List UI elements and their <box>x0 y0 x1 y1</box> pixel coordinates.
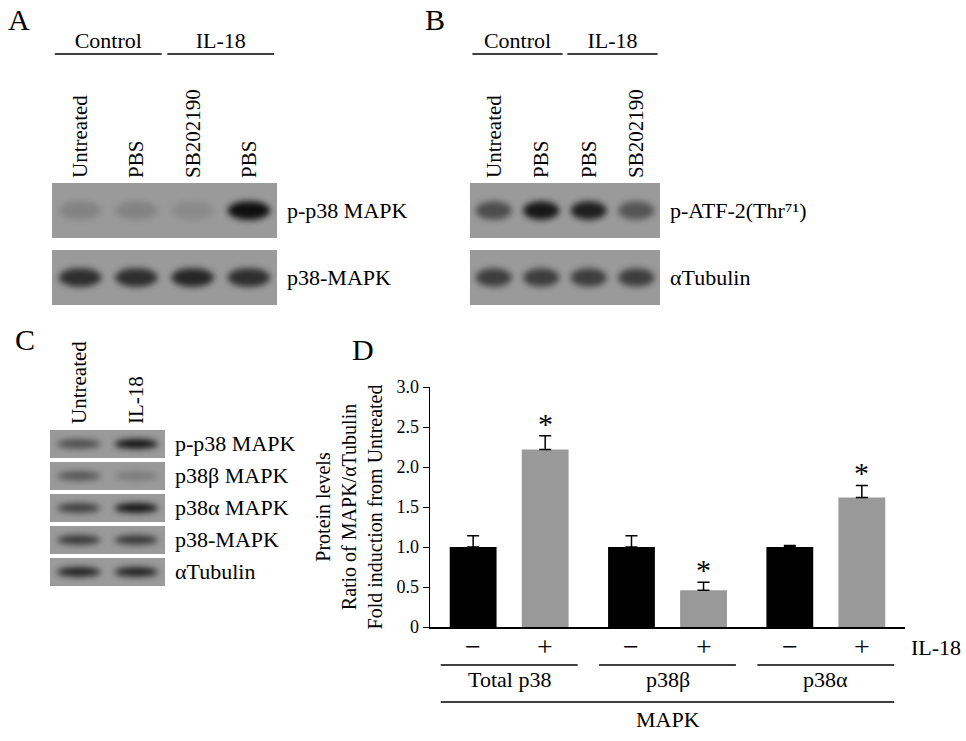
svg-text:−: − <box>782 631 798 662</box>
svg-text:+: + <box>537 631 553 662</box>
svg-text:1.5: 1.5 <box>396 497 419 517</box>
svg-text:Control: Control <box>75 28 142 53</box>
svg-text:p38α: p38α <box>803 667 848 692</box>
svg-text:Control: Control <box>484 28 551 53</box>
svg-text:*: * <box>854 456 869 489</box>
svg-text:PBS: PBS <box>124 141 148 178</box>
svg-text:C: C <box>15 323 35 356</box>
svg-text:−: − <box>623 631 639 662</box>
svg-text:0: 0 <box>410 617 419 637</box>
svg-text:0.5: 0.5 <box>396 577 419 597</box>
svg-text:Untreated: Untreated <box>67 341 91 424</box>
svg-text:IL-18: IL-18 <box>911 635 961 660</box>
svg-text:MAPK: MAPK <box>636 707 700 732</box>
svg-text:Total p38: Total p38 <box>468 667 551 692</box>
svg-text:p38α MAPK: p38α MAPK <box>175 495 289 520</box>
svg-text:−: − <box>465 631 481 662</box>
svg-text:2.0: 2.0 <box>396 457 419 477</box>
svg-text:p38-MAPK: p38-MAPK <box>287 265 391 290</box>
svg-text:Untreated: Untreated <box>68 95 92 178</box>
svg-text:p38β MAPK: p38β MAPK <box>175 463 288 488</box>
svg-text:αTubulin: αTubulin <box>670 265 750 290</box>
svg-text:SB202190: SB202190 <box>181 89 205 178</box>
svg-text:+: + <box>696 631 712 662</box>
svg-text:IL-18: IL-18 <box>587 28 637 53</box>
svg-text:p38-MAPK: p38-MAPK <box>175 527 279 552</box>
svg-text:*: * <box>696 553 711 586</box>
svg-text:SB202190: SB202190 <box>624 89 648 178</box>
svg-text:PBS: PBS <box>529 141 553 178</box>
svg-text:PBS: PBS <box>577 141 601 178</box>
svg-text:A: A <box>8 3 30 36</box>
svg-text:IL-18: IL-18 <box>196 28 246 53</box>
svg-text:αTubulin: αTubulin <box>175 559 255 584</box>
svg-text:Protein levelsRatio of MAPK/αT: Protein levelsRatio of MAPK/αTubulinFold… <box>312 385 386 630</box>
svg-text:*: * <box>538 407 553 440</box>
svg-text:D: D <box>352 333 374 366</box>
svg-text:p-p38 MAPK: p-p38 MAPK <box>287 198 408 223</box>
svg-text:3.0: 3.0 <box>396 377 419 397</box>
svg-text:p-p38 MAPK: p-p38 MAPK <box>175 431 296 456</box>
svg-text:p38β: p38β <box>646 667 690 692</box>
svg-text:p-ATF-2(Thr⁷¹): p-ATF-2(Thr⁷¹) <box>670 198 806 223</box>
svg-text:PBS: PBS <box>237 141 261 178</box>
svg-text:2.5: 2.5 <box>396 417 419 437</box>
svg-text:B: B <box>425 3 445 36</box>
svg-text:+: + <box>854 631 870 662</box>
svg-text:Untreated: Untreated <box>482 95 506 178</box>
svg-text:IL-18: IL-18 <box>124 376 148 424</box>
svg-text:1.0: 1.0 <box>396 537 419 557</box>
